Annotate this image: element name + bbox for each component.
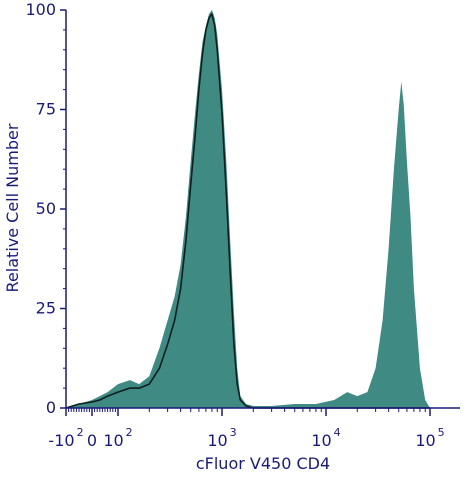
x-tick-label: 10 5 — [415, 426, 444, 450]
y-tick-label: 100 — [25, 0, 56, 19]
y-tick-label: 50 — [36, 199, 56, 218]
y-axis-title: Relative Cell Number — [3, 123, 22, 292]
x-tick-label: 10 4 — [311, 426, 340, 450]
x-tick-label: 10 2 — [103, 426, 132, 450]
x-axis-title: cFluor V450 CD4 — [196, 454, 330, 473]
y-tick-label: 25 — [36, 299, 56, 318]
y-tick-label: 75 — [36, 100, 56, 119]
y-tick-label: 0 — [46, 398, 56, 417]
filled-histogram — [66, 10, 430, 408]
x-tick-label: 0 — [87, 431, 97, 450]
x-tick-label: 10 3 — [207, 426, 236, 450]
x-tick-label: -10 2 — [48, 426, 83, 450]
overlay-histogram-outline — [65, 13, 430, 409]
